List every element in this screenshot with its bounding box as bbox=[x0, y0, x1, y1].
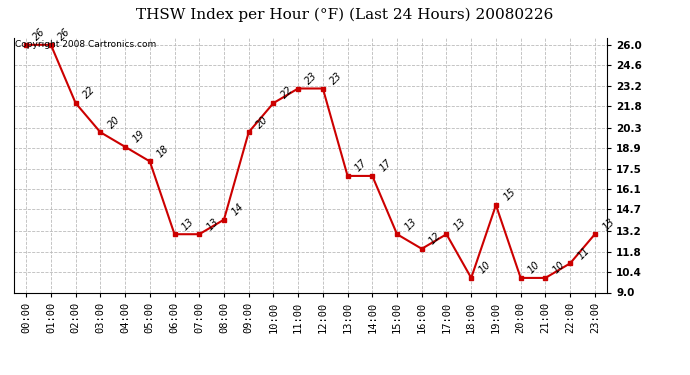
Text: 19: 19 bbox=[130, 129, 146, 145]
Text: 23: 23 bbox=[328, 70, 344, 86]
Text: 14: 14 bbox=[230, 202, 246, 217]
Text: 18: 18 bbox=[155, 143, 171, 159]
Text: 10: 10 bbox=[526, 260, 542, 276]
Text: 23: 23 bbox=[304, 70, 319, 86]
Text: 11: 11 bbox=[575, 245, 591, 261]
Text: 13: 13 bbox=[402, 216, 419, 232]
Text: 17: 17 bbox=[378, 158, 394, 174]
Text: 10: 10 bbox=[551, 260, 567, 276]
Text: 13: 13 bbox=[600, 216, 616, 232]
Text: 15: 15 bbox=[502, 187, 518, 203]
Text: 20: 20 bbox=[254, 114, 270, 130]
Text: 17: 17 bbox=[353, 158, 369, 174]
Text: 22: 22 bbox=[279, 85, 295, 101]
Text: 26: 26 bbox=[32, 27, 48, 43]
Text: 10: 10 bbox=[477, 260, 493, 276]
Text: 12: 12 bbox=[427, 231, 443, 247]
Text: 13: 13 bbox=[205, 216, 221, 232]
Text: Copyright 2008 Cartronics.com: Copyright 2008 Cartronics.com bbox=[15, 40, 156, 49]
Text: 13: 13 bbox=[452, 216, 468, 232]
Text: 13: 13 bbox=[180, 216, 196, 232]
Text: THSW Index per Hour (°F) (Last 24 Hours) 20080226: THSW Index per Hour (°F) (Last 24 Hours)… bbox=[137, 8, 553, 22]
Text: 26: 26 bbox=[57, 27, 72, 43]
Text: 22: 22 bbox=[81, 85, 97, 101]
Text: 20: 20 bbox=[106, 114, 122, 130]
